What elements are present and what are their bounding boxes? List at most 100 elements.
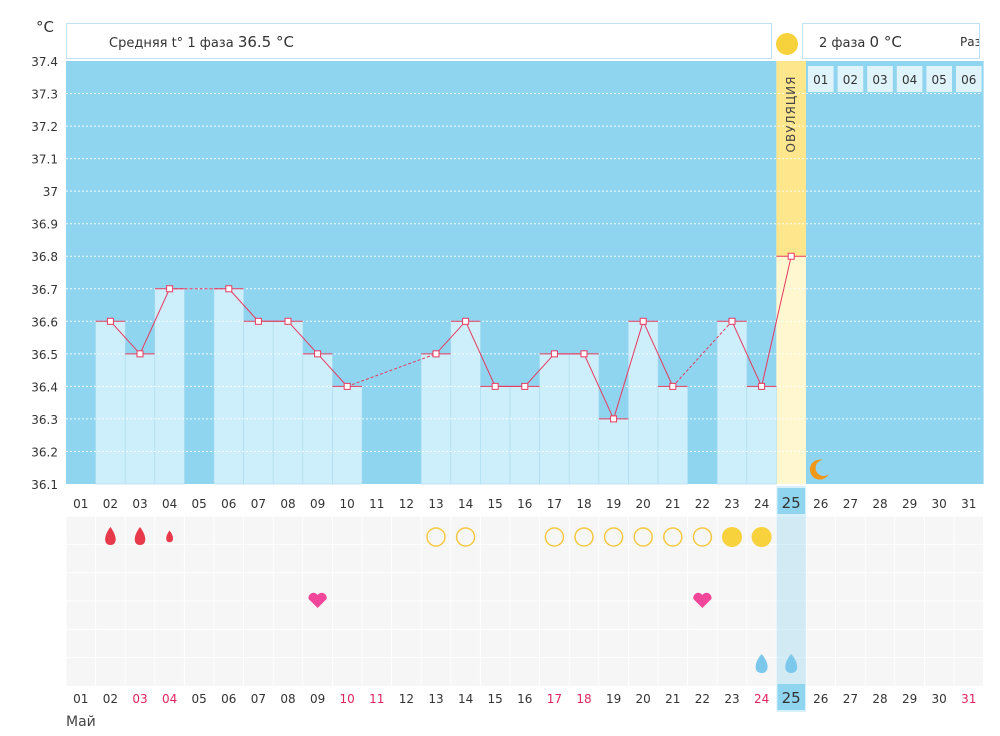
next-cycle-day: 02: [843, 73, 858, 87]
x-tick-label: 24: [754, 497, 769, 511]
y-tick-label: 37: [43, 185, 58, 199]
water-drop-icon: [785, 654, 798, 673]
temperature-point[interactable]: [225, 285, 233, 293]
temperature-line-segment: [139, 288, 171, 355]
x-tick-label: 05: [192, 497, 207, 511]
x-tick-label-bottom: 28: [872, 692, 887, 706]
x-tick-label: 25: [782, 494, 801, 512]
temperature-line-segment: [317, 353, 348, 387]
x-tick-label: 07: [251, 497, 266, 511]
mucus-filled-icon: [751, 527, 772, 547]
x-tick-label-bottom: 02: [103, 692, 118, 706]
x-tick-label: 17: [547, 497, 562, 511]
mucus-circle-icon: [692, 527, 713, 547]
temperature-point[interactable]: [669, 382, 677, 390]
temperature-point[interactable]: [106, 317, 114, 325]
x-tick-label: 28: [872, 497, 887, 511]
mucus-circle-icon: [633, 527, 653, 547]
temperature-bar: [716, 321, 748, 485]
temperature-bar: [480, 386, 511, 485]
mucus-circle-icon: [603, 527, 624, 547]
temperature-point[interactable]: [136, 350, 144, 358]
temperature-point[interactable]: [610, 415, 618, 423]
temperature-point[interactable]: [462, 317, 470, 325]
temperature-point[interactable]: [343, 382, 351, 390]
x-tick-label-bottom: 22: [695, 692, 710, 706]
y-tick-label: 36.8: [31, 250, 58, 264]
x-tick-label: 16: [517, 497, 532, 511]
temperature-point[interactable]: [550, 350, 558, 358]
x-tick-label-bottom: 27: [843, 692, 858, 706]
phase2-label: 2 фаза: [819, 36, 866, 51]
x-tick-label-bottom: 09: [310, 692, 325, 706]
phase2-diff-label: Разни: [960, 35, 979, 49]
temperature-point[interactable]: [491, 382, 499, 390]
x-tick-label: 22: [695, 497, 710, 511]
temperature-point[interactable]: [314, 350, 322, 358]
next-cycle-cell: [956, 66, 982, 92]
x-tick-label-bottom: 15: [488, 692, 503, 706]
x-tick-label: 04: [162, 497, 177, 511]
phase2-header: 2 фаза 0 °C Разни: [802, 23, 980, 59]
x-tick-label: 31: [961, 497, 976, 511]
mucus-circle-icon: [426, 527, 446, 547]
x-tick-label-bottom: 24: [754, 692, 769, 706]
temperature-line-segment: [287, 320, 318, 355]
moon-icon: [809, 459, 829, 480]
temperature-point[interactable]: [432, 350, 440, 358]
temperature-line-segment: [583, 353, 615, 420]
temperature-bar: [243, 321, 274, 485]
x-tick-label: 11: [369, 497, 384, 511]
x-tick-label-bottom: 07: [251, 692, 266, 706]
next-cycle-day: 04: [902, 73, 917, 87]
next-cycle-cell: [896, 66, 923, 92]
y-tick-label: 36.2: [31, 445, 58, 459]
next-cycle-cell: [837, 66, 864, 92]
blood-drop-icon: [134, 527, 146, 545]
y-tick-label: 37.1: [31, 153, 58, 167]
temperature-point[interactable]: [580, 350, 588, 358]
temperature-bar: [450, 321, 481, 485]
temperature-line-segment: [465, 321, 496, 387]
x-tick-label-bottom: 12: [399, 692, 414, 706]
next-cycle-day: 01: [813, 73, 828, 87]
temperature-bar: [628, 321, 659, 485]
x-tick-label-bottom: 10: [340, 692, 355, 706]
temperature-point[interactable]: [758, 382, 766, 390]
blood-drop-icon: [166, 530, 174, 543]
temperature-line-segment: [435, 320, 466, 355]
mucus-filled-icon: [722, 527, 742, 547]
phase2-value: 0 °C: [869, 33, 902, 51]
temperature-point[interactable]: [166, 285, 174, 293]
temperature-line-segment: [347, 353, 437, 387]
y-tick-label: 37.4: [31, 55, 58, 69]
temperature-point[interactable]: [728, 317, 736, 325]
temperature-bar: [746, 386, 777, 485]
x-tick-label: 27: [843, 497, 858, 511]
unit-label: °C: [36, 18, 54, 36]
temperature-point[interactable]: [521, 382, 529, 390]
x-tick-label: 02: [103, 497, 118, 511]
x-tick-label-bottom: 21: [665, 692, 680, 706]
temperature-point[interactable]: [639, 317, 647, 325]
highlight-day-box: [777, 684, 805, 710]
x-tick-label-bottom: 05: [192, 692, 207, 706]
temperature-bar: [657, 386, 688, 485]
temperature-point[interactable]: [284, 317, 292, 325]
x-tick-label: 10: [340, 497, 355, 511]
x-tick-label-bottom: 16: [517, 692, 532, 706]
x-tick-label-bottom: 01: [73, 692, 88, 706]
month-label: Май: [66, 714, 96, 730]
x-tick-label-bottom: 26: [813, 692, 828, 706]
temperature-bar: [509, 386, 540, 485]
x-tick-label-bottom: 23: [724, 692, 739, 706]
temperature-point[interactable]: [254, 317, 262, 325]
x-tick-label-bottom: 06: [221, 692, 236, 706]
y-tick-label: 36.3: [31, 413, 58, 427]
x-tick-label: 21: [665, 497, 680, 511]
temperature-point[interactable]: [787, 252, 795, 260]
x-tick-label-bottom: 18: [576, 692, 591, 706]
mucus-circle-icon: [544, 527, 565, 547]
y-tick-label: 36.6: [31, 315, 58, 329]
